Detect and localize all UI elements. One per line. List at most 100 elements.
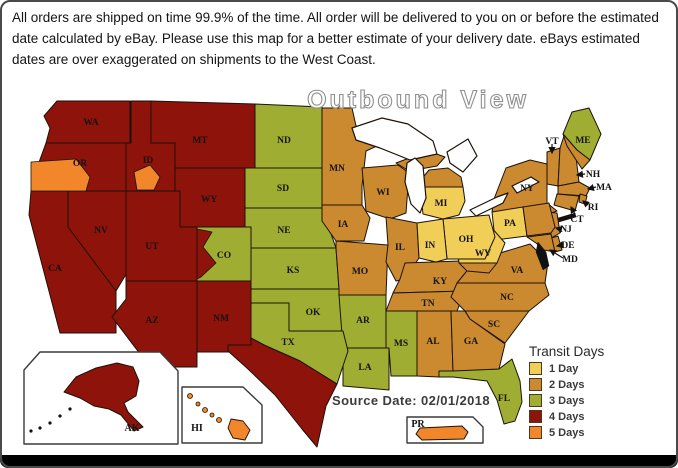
hawaii-island-5 xyxy=(216,417,222,423)
state-tx-south xyxy=(227,337,338,448)
state-label-mn: MN xyxy=(329,164,345,174)
state-label-mt: MT xyxy=(192,136,208,146)
aleutian-island-4 xyxy=(38,426,42,430)
hawaii-island-2 xyxy=(195,401,201,407)
state-label-in: IN xyxy=(425,241,436,251)
state-label-oh: OH xyxy=(459,235,474,245)
legend-label-2: 2 Days xyxy=(549,378,585,391)
state-label-ia: IA xyxy=(338,220,349,230)
state-label-nc: NC xyxy=(500,293,514,303)
state-label-ct: CT xyxy=(570,215,584,225)
state-label-id: ID xyxy=(143,156,154,166)
state-label-mo: MO xyxy=(352,267,368,277)
label-arrow-ri xyxy=(582,200,590,208)
state-label-vt: VT xyxy=(545,137,559,147)
bottom-black-bar xyxy=(0,455,678,468)
patch-or xyxy=(30,158,91,192)
header-text: All orders are shipped on time 99.9% of … xyxy=(0,0,678,73)
state-me-south xyxy=(562,133,591,170)
patch-id xyxy=(133,164,161,191)
state-hi xyxy=(227,418,251,441)
state-ak xyxy=(63,362,144,432)
state-label-md: MD xyxy=(562,255,578,265)
legend-swatch-1 xyxy=(529,362,542,375)
state-label-al: AL xyxy=(426,337,439,347)
legend-row-3: 3 Days xyxy=(529,394,604,407)
state-pa-east xyxy=(522,202,556,237)
coast-detail-2 xyxy=(535,241,550,271)
legend-label-5: 5 Days xyxy=(549,426,585,439)
state-label-nj: NJ xyxy=(560,225,572,235)
state-label-ri: RI xyxy=(588,203,599,213)
state-mi-lower xyxy=(419,186,466,220)
state-label-ms: MS xyxy=(394,339,408,349)
state-label-wi: WI xyxy=(376,188,390,198)
label-arrow-nj xyxy=(554,225,563,233)
state-label-ma: MA xyxy=(596,183,612,193)
legend-title: Transit Days xyxy=(529,344,605,359)
state-label-ks: KS xyxy=(287,266,300,276)
legend-swatch-4 xyxy=(529,410,542,423)
state-label-sd: SD xyxy=(277,184,289,194)
great-lake-1 xyxy=(351,117,438,161)
state-label-il: IL xyxy=(395,243,405,253)
state-label-or: OR xyxy=(73,159,87,169)
inset-box-hawaii xyxy=(181,386,263,444)
state-label-ok: OK xyxy=(306,308,321,318)
state-label-la: LA xyxy=(358,363,371,373)
state-label-wa: WA xyxy=(83,118,98,128)
state-fl xyxy=(438,358,523,425)
state-label-nh: NH xyxy=(586,170,601,180)
great-lake-5 xyxy=(511,176,540,194)
label-arrow-de xyxy=(555,241,564,249)
state-ct xyxy=(553,193,580,212)
state-label-tx: TX xyxy=(281,338,294,348)
state-label-ca: CA xyxy=(48,264,62,274)
state-label-wy: WY xyxy=(201,195,218,205)
hawaii-island-4 xyxy=(209,412,215,418)
inset-label-ak: AK xyxy=(125,423,140,434)
state-label-nm: NM xyxy=(213,314,229,324)
great-lake-3 xyxy=(446,138,478,173)
hawaii-island-3 xyxy=(202,407,208,413)
aleutian-island-5 xyxy=(29,429,33,433)
state-ia xyxy=(321,204,371,242)
legend-swatch-5 xyxy=(529,426,542,439)
legend-label-3: 3 Days xyxy=(549,394,585,407)
legend-row-5: 5 Days xyxy=(529,426,604,439)
state-va xyxy=(456,243,549,284)
source-date-label: Source Date: 02/01/2018 xyxy=(332,393,491,408)
state-label-va: VA xyxy=(511,266,524,276)
state-la xyxy=(342,347,390,391)
legend-label-4: 4 Days xyxy=(549,410,585,423)
state-label-ga: GA xyxy=(464,337,478,347)
state-label-ny: NY xyxy=(520,184,534,194)
great-lake-4 xyxy=(469,192,509,217)
state-label-pa: PA xyxy=(504,219,516,229)
legend-row-4: 4 Days xyxy=(529,410,604,423)
state-wv-south xyxy=(458,262,498,274)
state-label-ky: KY xyxy=(433,277,447,287)
state-label-me: ME xyxy=(575,136,590,146)
transit-days-legend: Transit Days 1 Day 2 Days 3 Days 4 Days 5 Da… xyxy=(529,344,604,442)
label-arrow-nh xyxy=(575,170,586,178)
state-label-nv: NV xyxy=(94,226,108,236)
state-label-fl: FL xyxy=(498,394,510,404)
aleutian-island-3 xyxy=(48,421,52,425)
inset-label-pr: PR xyxy=(411,419,425,430)
label-arrow-md xyxy=(548,249,564,259)
state-label-de: DE xyxy=(561,241,574,251)
state-pr xyxy=(415,425,469,441)
state-label-co: CO xyxy=(217,251,231,261)
state-label-tn: TN xyxy=(421,299,434,309)
state-label-ut: UT xyxy=(145,242,159,252)
inset-label-hi: HI xyxy=(191,423,203,434)
state-nv xyxy=(67,190,129,292)
hawaii-island-1 xyxy=(187,393,193,399)
state-label-mi: MI xyxy=(435,199,448,209)
label-arrow-ma xyxy=(586,184,597,192)
state-label-nd: ND xyxy=(277,136,291,146)
patch-co xyxy=(196,228,217,280)
aleutian-island-2 xyxy=(58,414,62,418)
